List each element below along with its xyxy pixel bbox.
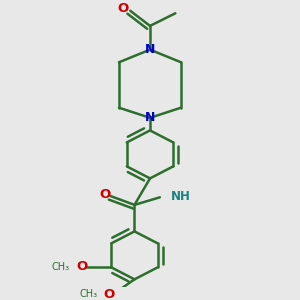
- Text: O: O: [117, 2, 129, 15]
- Text: CH₃: CH₃: [80, 289, 98, 299]
- Text: O: O: [99, 188, 110, 201]
- Text: NH: NH: [170, 190, 190, 203]
- Text: N: N: [145, 43, 155, 56]
- Text: N: N: [145, 111, 155, 124]
- Text: O: O: [104, 288, 115, 300]
- Text: CH₃: CH₃: [52, 262, 70, 272]
- Text: O: O: [76, 260, 88, 273]
